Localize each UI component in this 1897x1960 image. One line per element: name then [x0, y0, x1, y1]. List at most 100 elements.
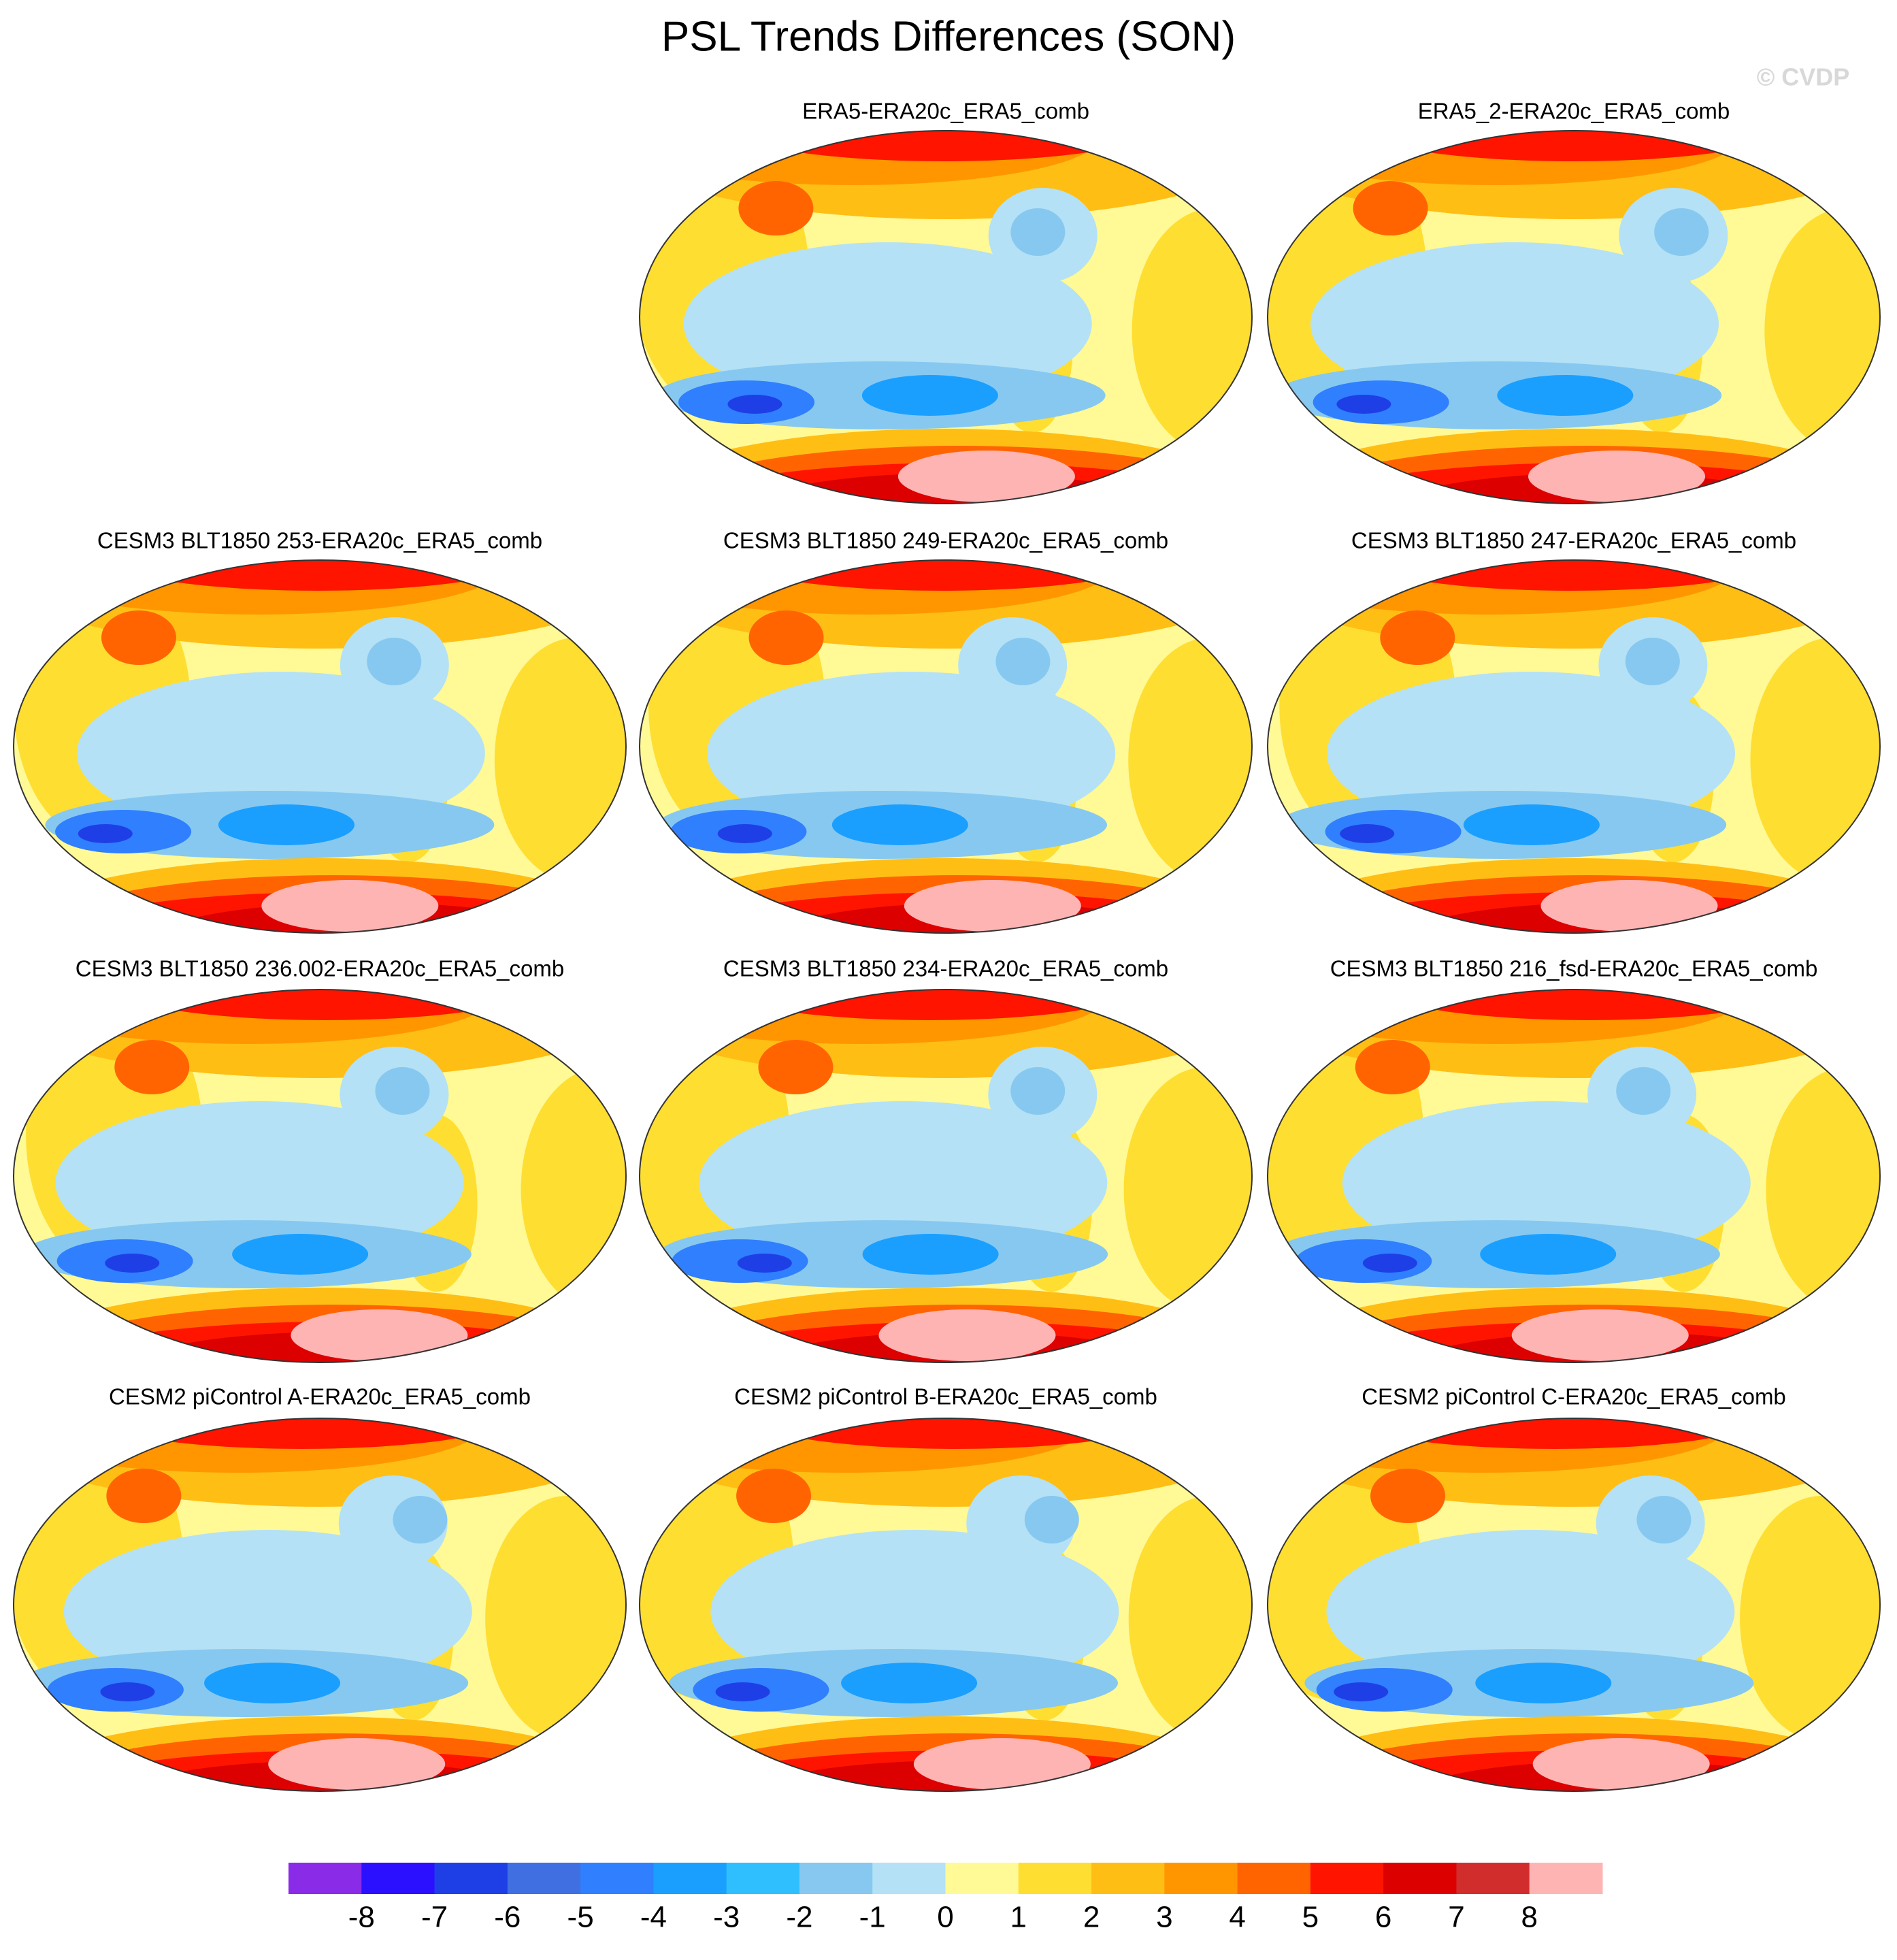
- south-field: [1511, 1309, 1689, 1361]
- map-outline: [639, 989, 1253, 1363]
- panel-title: CESM3 BLT1850 249-ERA20c_ERA5_comb: [723, 528, 1168, 553]
- south-field: [1532, 1738, 1710, 1790]
- panel-title: CESM3 BLT1850 247-ERA20c_ERA5_comb: [1351, 528, 1796, 553]
- colorbar-box: [434, 1863, 508, 1894]
- map-outline: [639, 559, 1253, 934]
- low-field: [393, 1496, 448, 1544]
- north-field: [121, 990, 530, 1020]
- north-field: [758, 1040, 834, 1094]
- map: [640, 1418, 1252, 1791]
- low-field: [717, 824, 772, 843]
- low-field: [715, 1682, 770, 1701]
- low-field: [1475, 1663, 1612, 1703]
- colorbar-label: 1: [1010, 1901, 1027, 1934]
- north-field: [748, 610, 824, 665]
- low-field: [375, 1067, 430, 1115]
- map: [1268, 1418, 1880, 1791]
- map: [640, 990, 1252, 1362]
- colorbar-box: [1237, 1863, 1311, 1894]
- land-field: [1132, 208, 1252, 453]
- low-field: [1010, 1067, 1066, 1115]
- colorbar-label: 5: [1302, 1901, 1319, 1934]
- north-field: [736, 1469, 812, 1523]
- map: [1268, 131, 1880, 504]
- south-field: [904, 880, 1081, 932]
- low-field: [861, 375, 998, 416]
- north-field: [1369, 131, 1778, 161]
- low-field: [1340, 824, 1395, 843]
- colorbar-box: [872, 1863, 946, 1894]
- colorbar-label: 7: [1448, 1901, 1464, 1934]
- north-field: [1355, 1040, 1430, 1094]
- low-field: [100, 1682, 155, 1701]
- panel-title: ERA5_2-ERA20c_ERA5_comb: [1418, 99, 1730, 124]
- land-field: [485, 1496, 626, 1741]
- map-outline: [1267, 559, 1881, 934]
- panel-title: CESM3 BLT1850 216_fsd-ERA20c_ERA5_comb: [1330, 956, 1818, 981]
- colorbar-box: [1383, 1863, 1457, 1894]
- colorbar-box: [1456, 1863, 1530, 1894]
- south-field: [268, 1738, 446, 1790]
- north-field: [101, 610, 176, 665]
- colorbar-box: [1310, 1863, 1384, 1894]
- figure-title: PSL Trends Differences (SON): [661, 13, 1236, 60]
- map-outline: [639, 1418, 1253, 1792]
- colorbar-label: -7: [421, 1901, 448, 1934]
- low-field: [1334, 1682, 1389, 1701]
- colorbar-label: -2: [786, 1901, 812, 1934]
- colorbar-box: [1091, 1863, 1165, 1894]
- panel-title: CESM3 BLT1850 253-ERA20c_ERA5_comb: [97, 528, 542, 553]
- colorbar-label: 3: [1156, 1901, 1172, 1934]
- north-field: [738, 181, 814, 235]
- low-field: [737, 1254, 792, 1273]
- north-field: [114, 1040, 190, 1094]
- north-field: [1370, 1469, 1446, 1523]
- low-field: [862, 1234, 999, 1275]
- colorbar-box: [1529, 1863, 1603, 1894]
- colorbar-box: [507, 1863, 581, 1894]
- low-field: [1336, 395, 1391, 414]
- land-field: [494, 638, 626, 883]
- south-field: [913, 1738, 1091, 1790]
- low-field: [995, 638, 1051, 685]
- south-field: [897, 451, 1075, 502]
- south-field: [261, 880, 439, 932]
- low-field: [232, 1234, 369, 1275]
- low-field: [1480, 1234, 1617, 1275]
- low-field: [1625, 638, 1680, 685]
- north-field: [752, 1418, 1161, 1449]
- low-field: [1024, 1496, 1079, 1544]
- colorbar-box: [653, 1863, 727, 1894]
- south-field: [1540, 880, 1718, 932]
- map-outline: [13, 559, 627, 934]
- north-field: [1353, 181, 1428, 235]
- map-outline: [13, 989, 627, 1363]
- colorbar-label: -3: [713, 1901, 740, 1934]
- north-field: [113, 560, 522, 591]
- panel-title: ERA5-ERA20c_ERA5_comb: [802, 99, 1089, 124]
- colorbar-label: -5: [567, 1901, 594, 1934]
- north-field: [1380, 610, 1455, 665]
- map-outline: [13, 1418, 627, 1792]
- south-field: [1528, 451, 1706, 502]
- colorbar-box: [288, 1863, 362, 1894]
- colorbar-box: [361, 1863, 435, 1894]
- colorbar-label: -6: [494, 1901, 521, 1934]
- north-field: [106, 1469, 182, 1523]
- colorbar-label: 2: [1083, 1901, 1100, 1934]
- land-field: [521, 1067, 626, 1312]
- colorbar-box: [1018, 1863, 1092, 1894]
- low-field: [831, 804, 968, 845]
- low-field: [841, 1663, 978, 1703]
- map: [14, 1418, 626, 1791]
- low-field: [1636, 1496, 1692, 1544]
- land-field: [1740, 1496, 1880, 1741]
- map: [640, 131, 1252, 504]
- colorbar-box: [799, 1863, 873, 1894]
- map: [1268, 560, 1880, 933]
- north-field: [1367, 560, 1776, 591]
- map-outline: [1267, 130, 1881, 504]
- south-field: [878, 1309, 1056, 1361]
